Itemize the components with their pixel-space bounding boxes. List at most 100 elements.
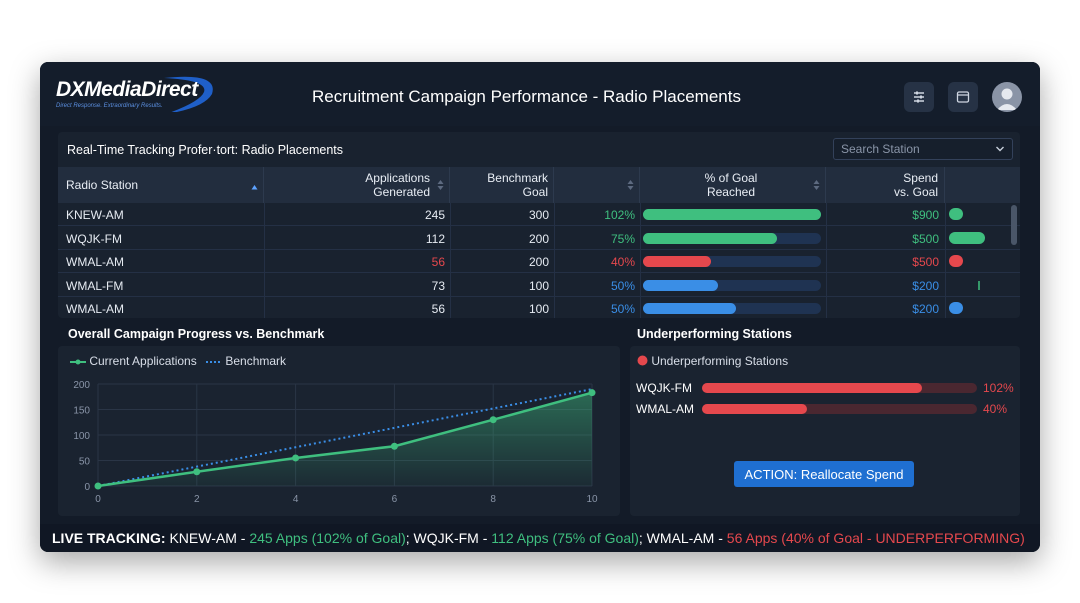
- col-header-pct-sort[interactable]: [554, 167, 640, 203]
- sort-icon: [437, 180, 444, 190]
- table-row[interactable]: WMAL-AM 56 200 40% $500: [58, 250, 1020, 273]
- cell-station: WQJK-FM: [66, 231, 122, 246]
- table-row[interactable]: WMAL-FM 73 100 50% $200: [58, 274, 1020, 297]
- cell-pct: 50%: [610, 278, 635, 293]
- window-icon: [956, 91, 970, 103]
- legend-benchmark-label: Benchmark: [225, 354, 287, 368]
- col-header-goal[interactable]: % of Goal Reached: [640, 167, 826, 203]
- page-title: Recruitment Campaign Performance - Radio…: [312, 87, 741, 106]
- ticker-s1-value: 245 Apps (102% of Goal): [249, 530, 406, 546]
- settings-sliders-icon: [914, 91, 924, 103]
- col-divider: [945, 203, 946, 318]
- col-header-benchmark[interactable]: Benchmark Goal: [450, 167, 554, 203]
- y-tick-label: 100: [73, 431, 90, 442]
- x-tick-label: 10: [586, 494, 598, 505]
- goal-progress-fill: [643, 303, 736, 314]
- cell-station: WMAL-FM: [66, 278, 124, 293]
- spend-indicator-icon: [978, 280, 980, 290]
- ticker-text: LIVE TRACKING: KNEW-AM - 245 Apps (102% …: [52, 530, 1025, 546]
- reallocate-spend-button[interactable]: ACTION: Reallocate Spend: [734, 461, 914, 487]
- col-bench-label-1: Benchmark: [487, 171, 548, 185]
- legend-current[interactable]: Current Applications: [70, 354, 197, 368]
- cell-station: WMAL-AM: [66, 255, 124, 269]
- col-divider: [640, 203, 641, 318]
- data-point-current: [390, 442, 398, 450]
- cell-apps: 56: [431, 302, 445, 316]
- chevron-down-icon: [996, 146, 1004, 152]
- search-station[interactable]: [833, 138, 1013, 160]
- under-pct-2: 40%: [983, 402, 1008, 416]
- col-bench-label-2: Goal: [522, 185, 548, 199]
- cell-station: WMAL-AM: [66, 302, 124, 316]
- ticker-lead: LIVE TRACKING:: [52, 530, 166, 546]
- goal-progress-bar: [643, 209, 821, 220]
- data-point-current: [292, 454, 300, 462]
- live-ticker: LIVE TRACKING: KNEW-AM - 245 Apps (102% …: [40, 524, 1040, 552]
- goal-progress-fill: [643, 279, 718, 291]
- cell-spend: $900: [912, 208, 939, 222]
- brand-logo[interactable]: DXMediaDirect Direct Response. Extraordi…: [54, 72, 219, 112]
- under-pct-1: 102%: [983, 381, 1014, 395]
- ticker-s1: KNEW-AM -: [169, 530, 250, 546]
- col-divider: [264, 203, 265, 318]
- cell-benchmark: 200: [528, 231, 549, 246]
- cell-apps: 245: [424, 208, 445, 222]
- col-header-apps[interactable]: Applications Generated: [264, 167, 450, 203]
- cell-spend: $500: [912, 255, 939, 269]
- under-title: Underperforming Stations: [637, 327, 792, 341]
- brand-name: DXMediaDirect: [56, 78, 198, 101]
- cell-pct: 40%: [610, 255, 635, 269]
- under-bar-fill: [702, 383, 922, 393]
- progress-chart-panel: Current Applications Benchmark 0 50 100 150…: [58, 346, 620, 516]
- cell-pct: 50%: [610, 302, 635, 316]
- col-goal-label-1: % of Goal: [704, 171, 758, 185]
- legend-current-label: Current Applications: [89, 354, 197, 368]
- window-button[interactable]: [948, 82, 978, 112]
- spend-indicator: [949, 208, 963, 220]
- col-divider: [826, 203, 827, 318]
- cell-benchmark: 100: [528, 302, 549, 316]
- cell-benchmark: 100: [528, 278, 549, 293]
- spend-indicator: [949, 255, 963, 267]
- cell-spend: $500: [912, 231, 939, 246]
- series-line-benchmark: [97, 388, 593, 487]
- goal-progress-fill: [643, 232, 777, 244]
- data-point-current: [193, 468, 201, 476]
- under-bar-fill: [702, 404, 807, 414]
- col-divider: [450, 203, 451, 318]
- search-input[interactable]: [834, 139, 994, 159]
- x-tick-label: 0: [95, 494, 101, 505]
- col-header-station[interactable]: Radio Station: [58, 167, 264, 203]
- underperforming-panel: Underperforming Stations WQJK-FM 102% WM…: [630, 346, 1020, 516]
- col-apps-label-1: Applications: [365, 171, 430, 185]
- table-row[interactable]: WMAL-AM 56 100 50% $200: [58, 297, 1020, 318]
- settings-button[interactable]: [904, 82, 934, 112]
- legend-benchmark[interactable]: Benchmark: [206, 354, 286, 368]
- ticker-s2-value: 112 Apps (75% of Goal): [491, 530, 639, 546]
- user-avatar-icon[interactable]: [992, 82, 1022, 112]
- y-tick-label: 0: [84, 482, 90, 493]
- header-bar: DXMediaDirect Direct Response. Extraordi…: [40, 62, 1040, 126]
- col-header-spend[interactable]: Spend vs. Goal: [826, 167, 945, 203]
- col-divider: [554, 203, 555, 318]
- under-bar-1: [702, 383, 977, 393]
- sort-icon: [813, 180, 820, 190]
- cell-benchmark: 300: [528, 208, 549, 222]
- goal-progress-bar: [643, 256, 821, 267]
- red-dot-icon: [637, 355, 648, 366]
- legend-line-benchmark: [206, 360, 222, 363]
- data-point-current: [489, 416, 497, 424]
- table-row[interactable]: KNEW-AM 245 300 102% $900: [58, 203, 1020, 226]
- cell-spend: $200: [912, 278, 939, 293]
- table-header: Radio Station Applications Generated Ben…: [58, 167, 1020, 203]
- x-tick-label: 4: [293, 494, 299, 505]
- tracking-table-panel: Real-Time Tracking Profer·tort: Radio Pl…: [58, 132, 1020, 318]
- ticker-s3-value: 56 Apps (40% of Goal - UNDERPERFORMING): [726, 530, 1025, 546]
- cell-apps: 73: [431, 278, 445, 293]
- x-tick-label: 2: [194, 494, 200, 505]
- table-scrollbar[interactable]: [1011, 205, 1017, 315]
- table-row[interactable]: WQJK-FM 112 200 75% $500: [58, 227, 1020, 250]
- scrollbar-thumb[interactable]: [1011, 205, 1017, 245]
- ticker-s2: ; WQJK-FM -: [405, 530, 492, 546]
- data-point-current: [588, 389, 596, 397]
